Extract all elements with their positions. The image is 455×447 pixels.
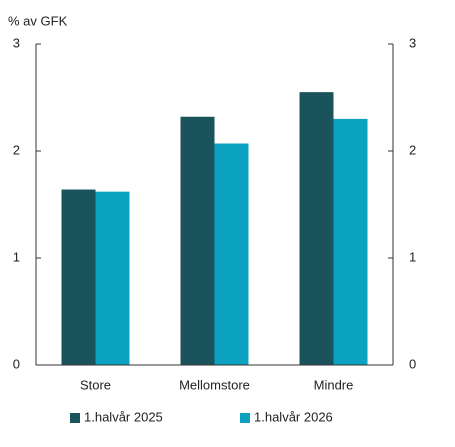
bar xyxy=(180,116,215,365)
legend-label: 1.halvår 2025 xyxy=(84,409,163,424)
y2-tick-label: 2 xyxy=(409,142,416,157)
bar xyxy=(333,118,368,366)
y-tick-label: 2 xyxy=(13,142,20,157)
y2-tick-label: 3 xyxy=(409,35,416,50)
x-tick-label: Store xyxy=(80,377,111,392)
bar xyxy=(299,92,334,366)
legend-swatch xyxy=(240,413,250,423)
x-tick-label: Mellomstore xyxy=(179,377,250,392)
y-axis-label: % av GFK xyxy=(8,13,68,28)
legend-label: 1.halvår 2026 xyxy=(254,409,333,424)
bar xyxy=(214,143,249,365)
y2-tick-label: 1 xyxy=(409,249,416,264)
y-tick-label: 1 xyxy=(13,249,20,264)
bar xyxy=(61,189,96,365)
y-tick-label: 0 xyxy=(13,356,20,371)
y-tick-label: 3 xyxy=(13,35,20,50)
y2-tick-label: 0 xyxy=(409,356,416,371)
bar xyxy=(95,191,130,365)
legend-swatch xyxy=(70,413,80,423)
x-tick-label: Mindre xyxy=(314,377,354,392)
